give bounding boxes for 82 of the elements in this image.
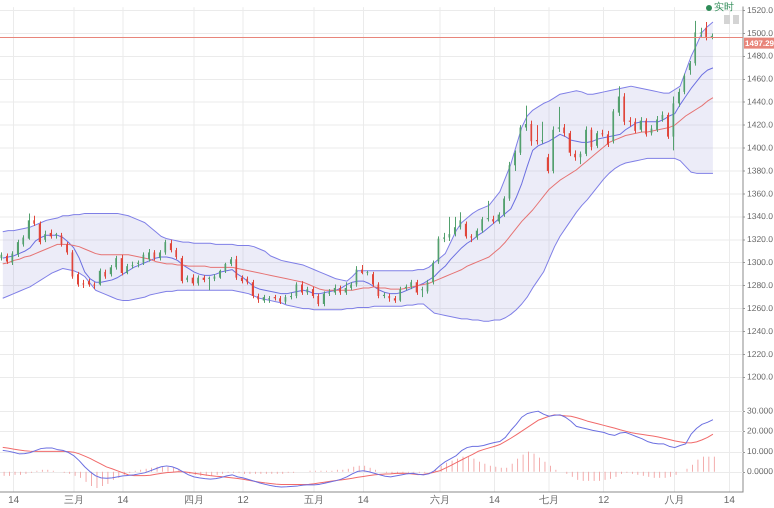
x-tick-label: 七月 <box>539 494 560 506</box>
annotation: 实时 <box>714 2 734 14</box>
candlestick <box>33 215 35 227</box>
candlestick <box>650 124 652 136</box>
candlestick <box>77 271 79 288</box>
candlestick <box>344 282 347 296</box>
candlestick <box>410 279 412 290</box>
x-tick-label: 12 <box>598 494 610 506</box>
x-tick-label: 六月 <box>430 494 450 506</box>
y-tick-label: 1320.0 <box>747 234 774 244</box>
candlestick <box>197 274 199 286</box>
candlestick <box>514 150 516 172</box>
candlestick <box>656 116 658 133</box>
candlestick <box>448 216 450 242</box>
candlestick <box>640 116 642 133</box>
candlestick <box>50 228 52 240</box>
y-tick-label: 1200.0 <box>747 372 774 382</box>
y2-tick-label: 0.0000 <box>747 466 774 476</box>
candlestick <box>580 151 582 165</box>
candlestick <box>574 150 576 162</box>
x-tick-label: 14 <box>488 494 500 506</box>
candlestick <box>339 285 341 296</box>
y-tick-label: 1280.0 <box>747 280 774 290</box>
candlestick <box>432 260 434 286</box>
candlestick <box>322 290 325 307</box>
candlestick <box>426 279 428 294</box>
y2-tick-label: 10.000 <box>747 446 774 456</box>
y-tick-label: 1400.0 <box>747 142 774 152</box>
x-tick-label: 12 <box>238 494 250 506</box>
candlestick <box>356 266 358 288</box>
y-tick-label: 1440.0 <box>747 96 774 107</box>
x-tick-label: 八月 <box>664 494 685 506</box>
ref-line-label: 1497.29 <box>745 38 774 48</box>
y-tick-label: 1420.0 <box>747 120 774 130</box>
candlestick <box>361 264 363 275</box>
candlestick <box>142 252 144 266</box>
candlestick <box>486 200 489 222</box>
y-tick-label: 1260.0 <box>747 302 774 313</box>
y-tick-label: 1380.0 <box>747 165 774 176</box>
candlestick <box>503 196 505 218</box>
y-tick-label: 1240.0 <box>747 326 774 336</box>
candlestick <box>563 124 565 138</box>
candlestick <box>438 236 440 264</box>
x-tick-label: 14 <box>358 494 370 506</box>
y2-tick-label: 30.000 <box>747 406 774 416</box>
x-tick-label: 三月 <box>64 494 84 506</box>
y-tick-label: 1520.0 <box>747 4 774 15</box>
candlestick <box>115 255 117 270</box>
candlestick <box>192 274 194 286</box>
candlestick <box>416 279 418 296</box>
candlestick <box>126 263 128 275</box>
candlestick <box>662 110 664 122</box>
x-tick-label: 四月 <box>184 494 204 506</box>
candlestick <box>645 118 647 138</box>
y2-tick-label: 20.000 <box>747 426 774 436</box>
candlestick <box>596 130 598 149</box>
candlestick <box>284 294 286 304</box>
candlestick <box>164 239 166 256</box>
candlestick <box>421 286 423 298</box>
candlestick <box>634 118 636 134</box>
x-tick-label: 14 <box>117 494 129 506</box>
candlestick <box>252 279 254 299</box>
candlestick <box>208 276 210 291</box>
candlestick <box>568 130 571 157</box>
x-tick-label: 14 <box>724 494 736 506</box>
candlestick <box>44 230 46 243</box>
y-tick-label: 1300.0 <box>747 257 774 268</box>
candlestick <box>257 293 259 304</box>
y-tick-label: 1340.0 <box>747 211 774 222</box>
y-tick-label: 1360.0 <box>747 188 774 198</box>
candlestick <box>60 232 62 248</box>
candlestick <box>524 105 527 132</box>
y-tick-label: 1480.0 <box>747 50 774 61</box>
candlestick <box>120 254 123 276</box>
x-tick-label: 五月 <box>304 494 324 506</box>
candlestick <box>372 271 374 288</box>
y-tick-label: 1220.0 <box>747 348 774 359</box>
candlestick <box>498 212 500 224</box>
y-tick-label: 1460.0 <box>747 74 774 84</box>
candlestick <box>66 242 68 256</box>
y-tick-label: 1500.0 <box>747 28 774 38</box>
x-tick-label: 14 <box>8 494 20 506</box>
